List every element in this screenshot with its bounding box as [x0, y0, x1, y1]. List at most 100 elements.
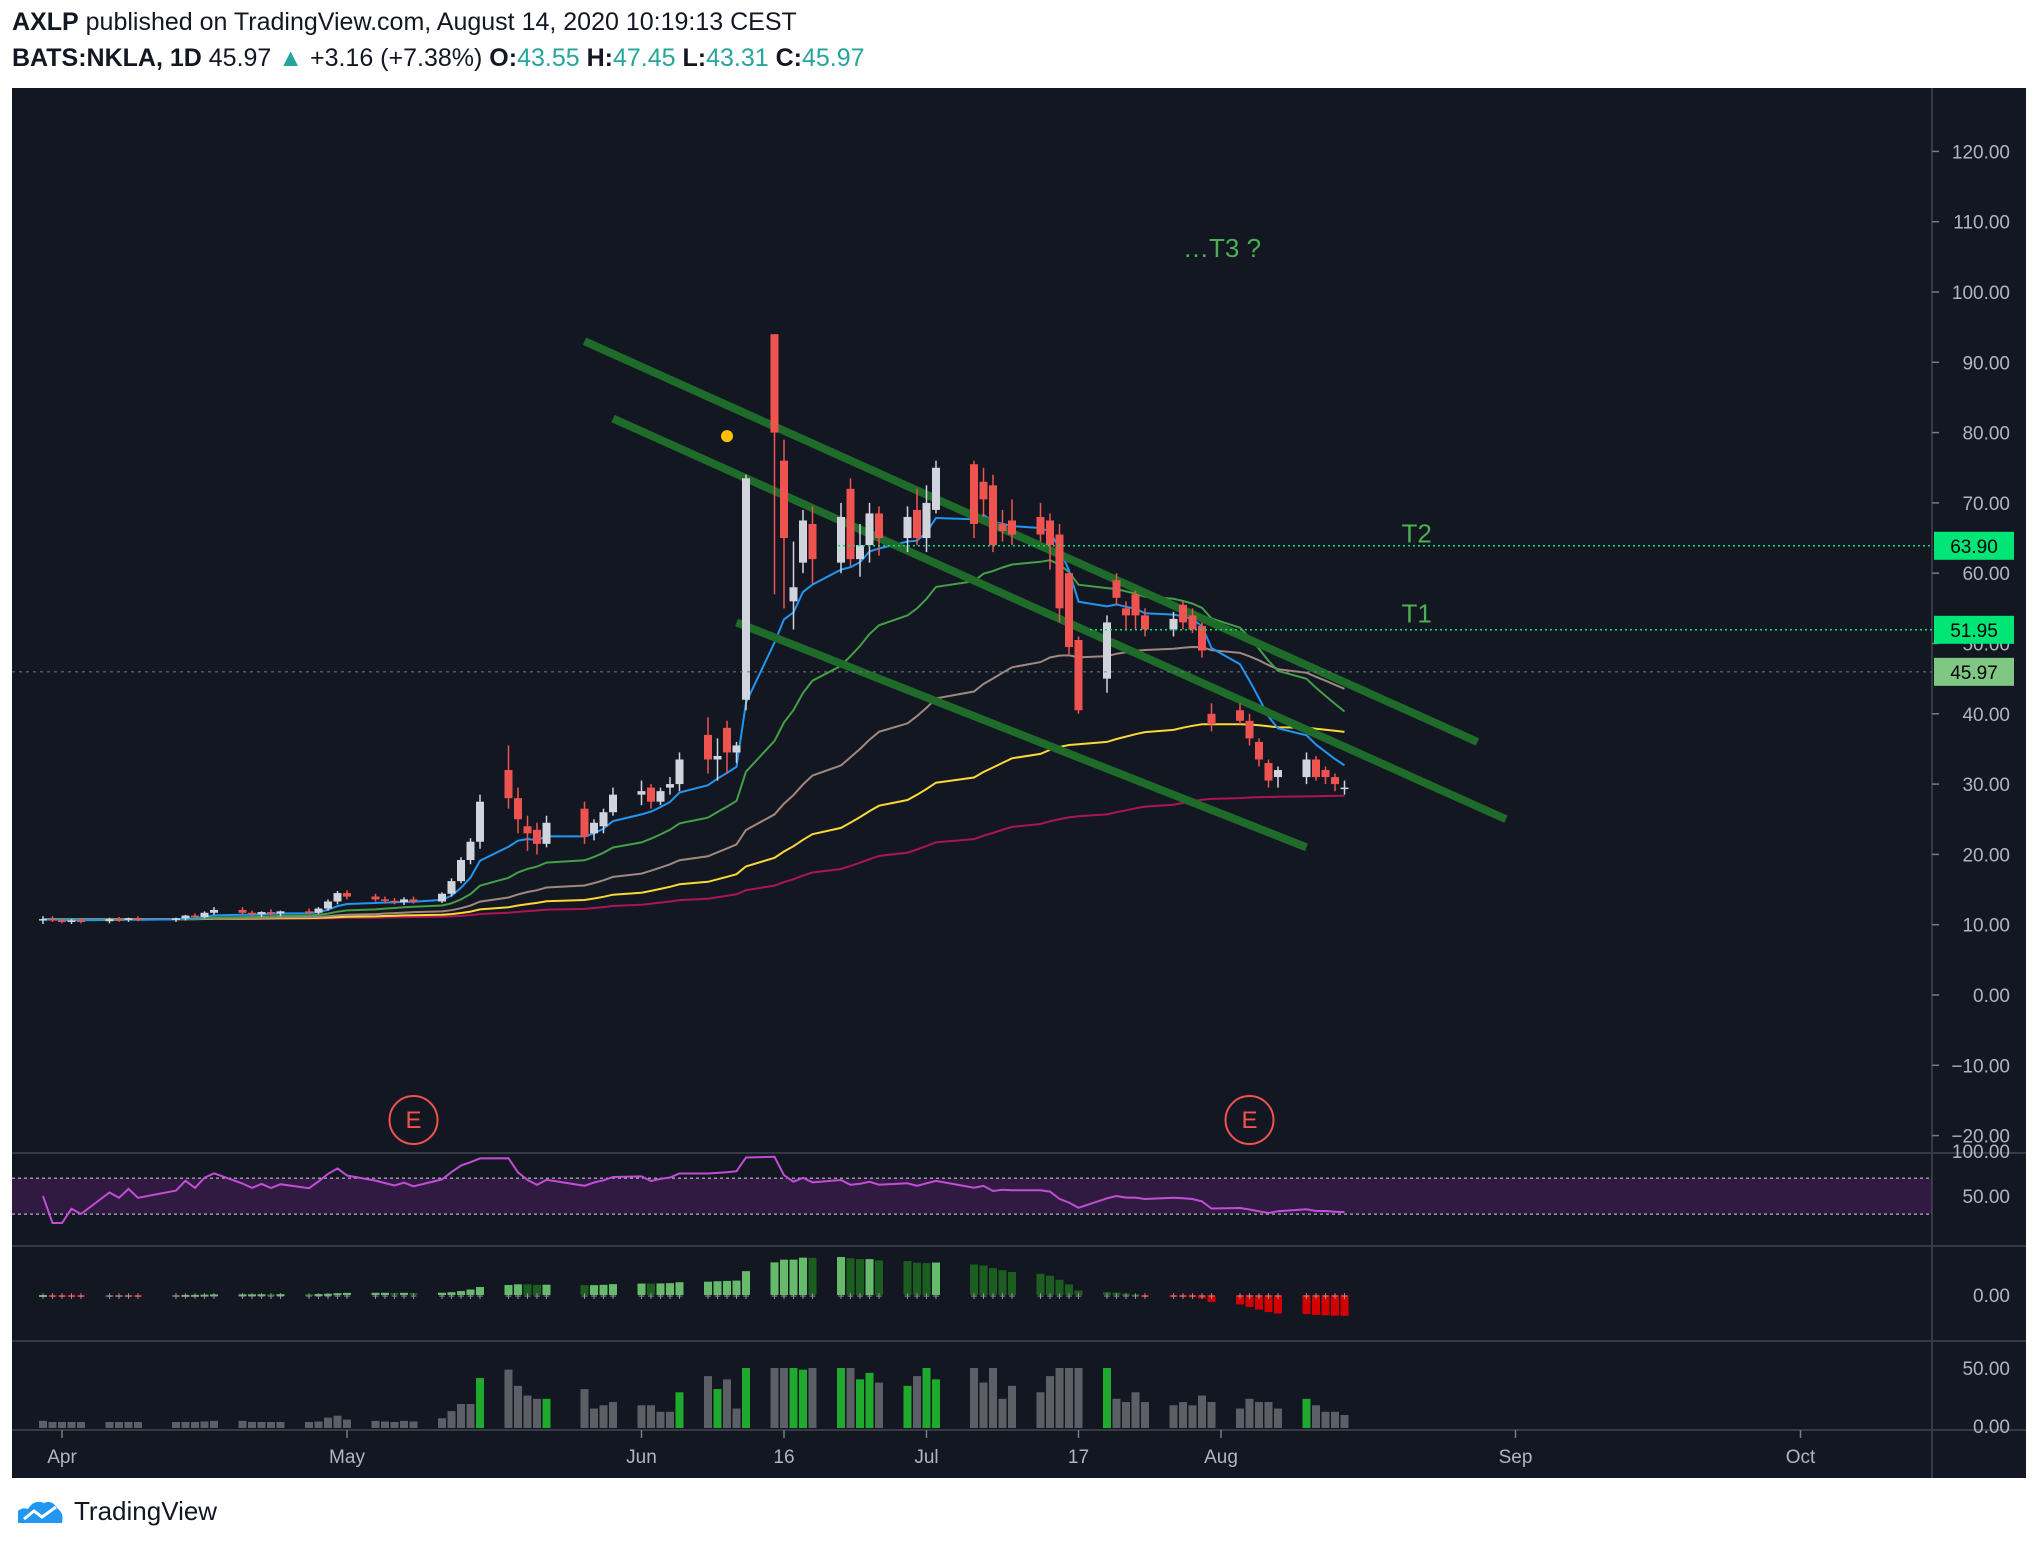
squeeze-dot: +: [676, 1289, 683, 1303]
squeeze-dot: +: [1113, 1289, 1120, 1303]
symbol-info: BATS:NKLA, 1D 45.97 ▲ +3.16 (+7.38%) O:4…: [12, 44, 865, 73]
candle: [998, 509, 1007, 542]
volume-bar: [305, 1422, 313, 1428]
volume-bar: [1065, 1368, 1073, 1428]
candle: [400, 897, 408, 906]
candle-body: [48, 919, 57, 921]
low-value: 43.31: [706, 44, 769, 72]
squeeze-dot: +: [438, 1289, 445, 1303]
momentum-bar: [1065, 1284, 1073, 1295]
candle-body: [742, 478, 750, 700]
squeeze-dot: +: [609, 1289, 616, 1303]
candle: [1264, 759, 1273, 788]
candle-body: [1312, 759, 1320, 778]
momentum-bar: [989, 1268, 997, 1295]
candle: [1302, 752, 1311, 785]
squeeze-dot: +: [182, 1289, 189, 1303]
squeeze-dot: +: [742, 1289, 749, 1303]
volume-bar: [523, 1395, 532, 1428]
candle-body: [181, 915, 190, 919]
footer-brand: TradingView: [74, 1495, 218, 1526]
candle: [666, 777, 674, 795]
candle: [1065, 573, 1073, 655]
volume-bar: [1340, 1415, 1349, 1428]
candle: [789, 541, 798, 630]
momentum-bar: [713, 1281, 722, 1295]
volume-bar: [666, 1411, 674, 1428]
squeeze-dot: +: [324, 1289, 331, 1303]
rsi-axis-label: 50.00: [1962, 1187, 2010, 1208]
candle: [172, 917, 180, 922]
candle: [580, 801, 589, 844]
candle-body: [837, 516, 845, 563]
momentum-bar: [324, 1293, 332, 1296]
momentum-bar: [504, 1285, 513, 1295]
momentum-bar: [599, 1284, 608, 1295]
momentum-bar: [200, 1294, 209, 1297]
momentum-bar: [799, 1257, 807, 1295]
squeeze-dot: +: [704, 1289, 711, 1303]
price-label-box: [1934, 615, 2014, 644]
squeeze-dot: +: [1255, 1289, 1262, 1303]
volume-bar: [1264, 1402, 1273, 1428]
volume-bar: [400, 1420, 408, 1428]
squeeze-dot: +: [210, 1289, 217, 1303]
momentum-bar: [932, 1262, 940, 1295]
candle: [542, 815, 551, 848]
candle: [599, 808, 608, 834]
volume-bar: [333, 1415, 342, 1428]
momentum-bar: [1331, 1295, 1339, 1316]
volume-bar: [789, 1368, 798, 1428]
squeeze-dot: +: [239, 1289, 246, 1303]
candle-body: [400, 899, 408, 903]
volume-bar: [647, 1405, 655, 1428]
candle: [371, 893, 380, 902]
candle-body: [932, 467, 940, 510]
squeeze-dot: +: [1056, 1289, 1063, 1303]
squeeze-dot: +: [666, 1289, 673, 1303]
volume-bar: [134, 1422, 142, 1428]
candle: [742, 474, 750, 711]
candle-body: [371, 896, 380, 900]
momentum-bar: [267, 1294, 275, 1297]
momentum-bar: [979, 1265, 988, 1295]
candle-body: [922, 502, 931, 539]
y-tick-label: 0.00: [1973, 986, 2010, 1007]
candle-body: [979, 481, 988, 500]
momentum-bar: [276, 1294, 285, 1297]
volume-bar: [105, 1422, 114, 1428]
squeeze-dot: +: [1008, 1289, 1015, 1303]
volume-bar: [913, 1376, 921, 1428]
momentum-bar: [780, 1259, 788, 1295]
high-label: H:: [586, 44, 613, 72]
y-tick-label: 90.00: [1962, 353, 2010, 374]
candle: [58, 918, 66, 924]
volume-bar: [599, 1405, 608, 1428]
squeeze-dot: +: [932, 1289, 939, 1303]
candle-body: [1131, 594, 1140, 616]
momentum-bar: [1312, 1295, 1320, 1315]
squeeze-dot: +: [1322, 1289, 1329, 1303]
candle-body: [1141, 615, 1149, 630]
price-label-text: 51.95: [1950, 621, 1998, 642]
symbol-name: BATS:NKLA, 1D: [12, 44, 202, 72]
squeeze-dot: +: [1075, 1289, 1082, 1303]
candle: [846, 478, 855, 567]
candle: [1245, 713, 1254, 746]
squeeze-dot: +: [1341, 1289, 1348, 1303]
momentum-bar: [314, 1294, 323, 1297]
candle: [276, 910, 285, 917]
candle-body: [704, 734, 712, 760]
volume-bar: [276, 1422, 285, 1428]
open-value: 43.55: [517, 44, 580, 72]
candle: [305, 908, 313, 915]
candle-body: [267, 912, 275, 914]
momentum-bar: [1340, 1295, 1349, 1316]
candle-body: [343, 893, 351, 897]
y-tick-label: 100.00: [1952, 283, 2010, 304]
candle: [1236, 703, 1244, 725]
squeeze-dot: +: [1236, 1289, 1243, 1303]
candle: [343, 890, 351, 900]
squeeze-dot: +: [1274, 1289, 1281, 1303]
